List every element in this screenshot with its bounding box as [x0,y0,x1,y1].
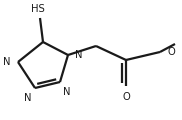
Text: N: N [25,93,32,103]
Text: O: O [122,92,130,102]
Text: N: N [63,87,70,97]
Text: N: N [3,57,11,67]
Text: O: O [168,47,176,57]
Text: HS: HS [31,4,45,14]
Text: N: N [75,50,82,60]
